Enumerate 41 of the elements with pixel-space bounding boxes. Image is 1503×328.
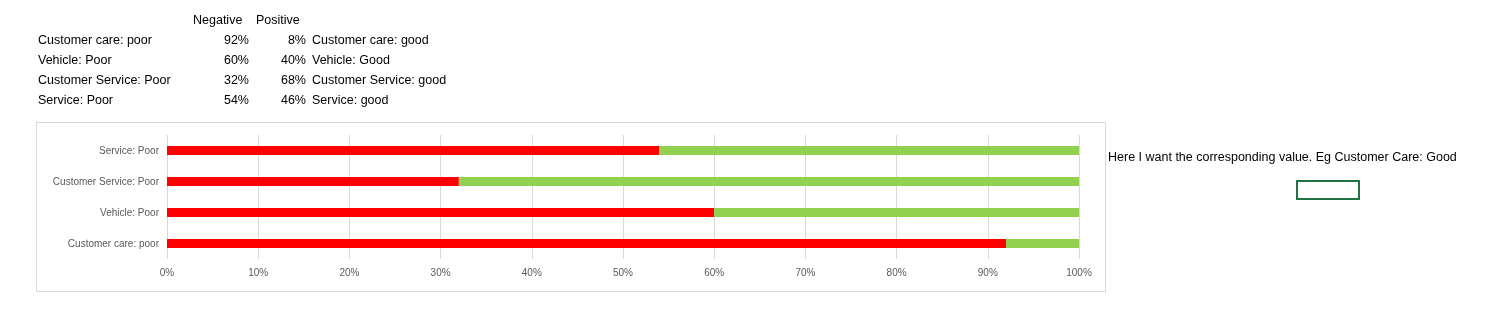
text: 32% — [223, 73, 249, 87]
bar — [167, 208, 715, 217]
text: 8% — [287, 33, 306, 47]
bar — [167, 146, 660, 155]
bar — [1006, 239, 1079, 248]
x-tick-label: 40% — [521, 266, 542, 278]
category-label: Negative — [193, 12, 243, 29]
x-tick-label: 100% — [1066, 266, 1092, 278]
text: Customer care: good — [312, 33, 429, 47]
x-tick-label: 50% — [612, 266, 634, 278]
bar — [659, 146, 1079, 155]
y-tick-label: Customer Service: Poor — [52, 176, 160, 187]
bar — [458, 177, 1079, 186]
category-label: Customer Service: Poor — [38, 73, 171, 87]
text: 54% — [223, 93, 249, 107]
bar — [167, 239, 1007, 248]
x-tick-label: 70% — [795, 266, 816, 278]
x-tick-label: 60% — [704, 266, 725, 278]
x-tick-label: 10% — [248, 266, 269, 278]
category-label: Vehicle: Poor — [38, 53, 112, 67]
text: 40% — [280, 53, 306, 67]
category-label: Service: Poor — [38, 93, 114, 107]
y-tick-label: Customer care: poor — [67, 238, 160, 249]
text: Service: good — [312, 93, 389, 107]
bar — [714, 208, 1079, 217]
y-tick-label: Vehicle: Poor — [100, 207, 160, 218]
bar — [167, 177, 459, 186]
text: 60% — [223, 53, 249, 67]
x-tick-label: 30% — [430, 266, 451, 278]
x-tick-label: 90% — [977, 266, 998, 278]
text: 68% — [280, 73, 306, 87]
text: 92% — [223, 33, 249, 47]
text: Customer Service: good — [312, 73, 447, 87]
x-tick-label: 80% — [886, 266, 907, 278]
x-tick-label: 20% — [339, 266, 360, 278]
text: 46% — [280, 93, 306, 107]
text: Here I want the corresponding value. Eg Customer Care: Good — [1108, 150, 1457, 164]
x-tick-label: 0% — [159, 266, 175, 278]
text: Vehicle: Good — [312, 53, 390, 67]
y-tick-label: Service: Poor — [98, 145, 160, 156]
category-label: Positive — [256, 12, 300, 29]
